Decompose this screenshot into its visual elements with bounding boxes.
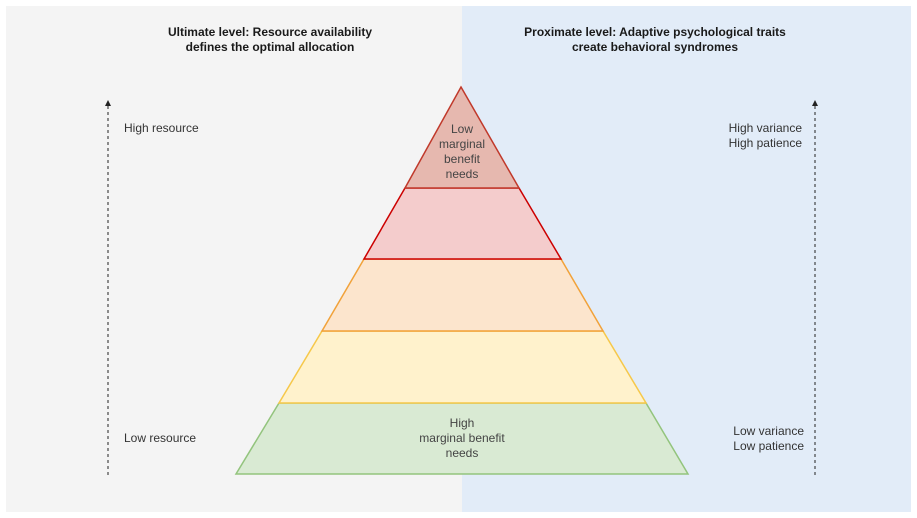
high-variance-text: High variance bbox=[728, 121, 802, 135]
left-heading: Ultimate level: Resource availability de… bbox=[120, 25, 420, 55]
bottom-tier-line1: High bbox=[449, 416, 475, 430]
left-heading-line1: Ultimate level: Resource availability bbox=[167, 25, 373, 39]
bottom-tier-label: High marginal benefit needs bbox=[380, 416, 544, 461]
pyramid-tier-top bbox=[403, 85, 521, 189]
low-resource-label: Low resource bbox=[124, 431, 197, 445]
high-variance-patience-label: High variance High patience bbox=[729, 121, 802, 151]
right-heading-line1: Proximate level: Adaptive psychological … bbox=[524, 25, 786, 39]
bottom-tier-line2: marginal benefit bbox=[419, 431, 505, 445]
top-tier-line2: marginal bbox=[438, 137, 486, 151]
low-variance-patience-label: Low variance Low patience bbox=[733, 424, 804, 454]
pyramid-tier-middle bbox=[320, 258, 605, 332]
top-tier-label: Low marginal benefit needs bbox=[422, 122, 502, 182]
top-tier-line3: benefit bbox=[443, 152, 481, 166]
top-tier-line4: needs bbox=[445, 167, 479, 181]
left-heading-line2: defines the optimal allocation bbox=[185, 40, 355, 54]
bottom-tier-line3: needs bbox=[445, 446, 479, 460]
right-heading-line2: create behavioral syndromes bbox=[571, 40, 739, 54]
low-patience-text: Low patience bbox=[733, 439, 804, 453]
high-patience-text: High patience bbox=[728, 136, 802, 150]
top-tier-line1: Low bbox=[450, 122, 473, 136]
low-variance-text: Low variance bbox=[733, 424, 804, 438]
pyramid-tier-fourth bbox=[277, 330, 648, 404]
right-heading: Proximate level: Adaptive psychological … bbox=[490, 25, 820, 55]
high-resource-label: High resource bbox=[124, 121, 199, 135]
pyramid-tier-second bbox=[362, 187, 563, 260]
